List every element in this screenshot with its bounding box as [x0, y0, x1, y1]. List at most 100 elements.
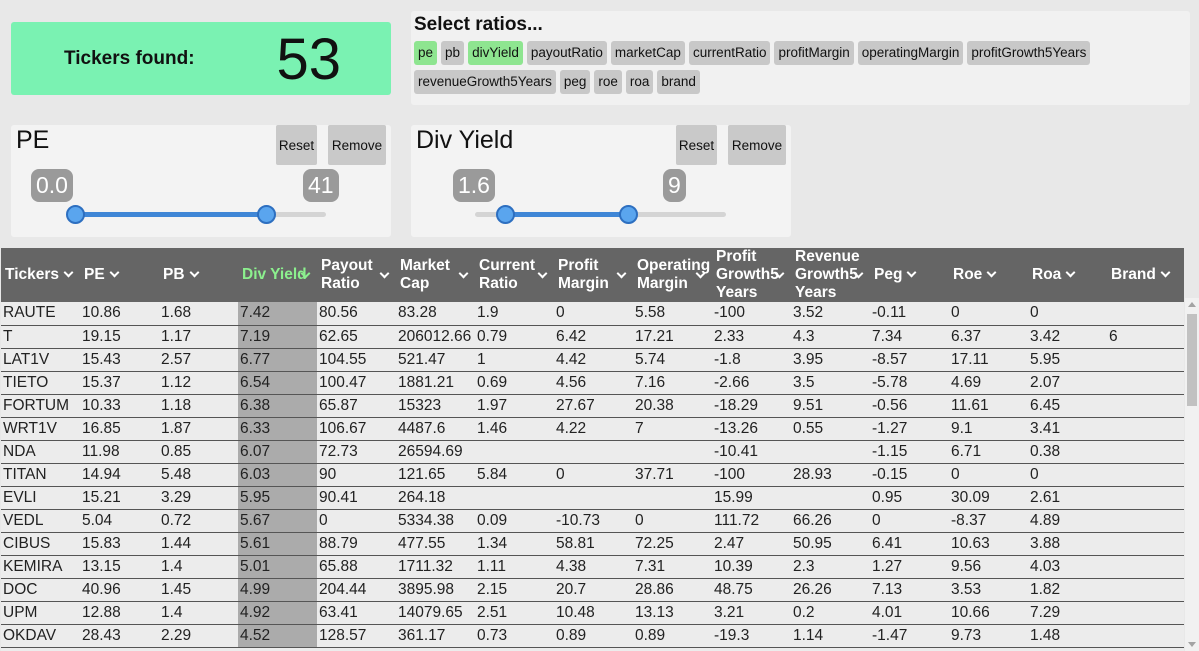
ratio-chip-profitGrowth5Years[interactable]: profitGrowth5Years — [967, 41, 1091, 65]
filter-card-pe: PE Reset Remove 0.0 41 — [11, 125, 391, 237]
table-cell: 6.54 — [238, 371, 317, 395]
ratio-chip-operatingMargin[interactable]: operatingMargin — [857, 41, 964, 65]
table-cell: -13.26 — [712, 417, 791, 441]
ratio-chip-profitMargin[interactable]: profitMargin — [774, 41, 854, 65]
ratio-chip-divYield[interactable]: divYield — [468, 41, 523, 65]
table-cell: 5334.38 — [396, 509, 475, 533]
table-cell: 1.82 — [1028, 578, 1107, 602]
table-row[interactable]: TITAN 14.94 5.48 6.03 90 121.65 5.84 0 37.71 -100… — [1, 463, 1184, 487]
table-cell: 3.53 — [949, 578, 1028, 602]
scroll-down-arrow-icon[interactable] — [1188, 642, 1196, 647]
table-row[interactable]: EVLI 15.21 3.29 5.95 90.41 264.18 15.99 0.95 30.… — [1, 486, 1184, 510]
column-header-payout-ratio[interactable]: Payout Ratio — [317, 248, 396, 302]
slider-min-handle[interactable] — [496, 205, 516, 224]
ticker-cell: UPM — [1, 601, 80, 625]
column-header-revenue-growth5-years[interactable]: Revenue Growth5 Years — [791, 248, 870, 302]
table-cell — [1107, 302, 1184, 326]
table-cell: 27.67 — [554, 394, 633, 418]
ratio-chip-marketCap[interactable]: marketCap — [610, 41, 685, 65]
column-header-current-ratio[interactable]: Current Ratio — [475, 248, 554, 302]
table-cell: 1.9 — [475, 302, 554, 326]
ratio-chip-payoutRatio[interactable]: payoutRatio — [526, 41, 607, 65]
table-row[interactable]: OKDAV 28.43 2.29 4.52 128.57 361.17 0.73 0.89 0.… — [1, 624, 1184, 648]
table-row[interactable]: UPM 12.88 1.4 4.92 63.41 14079.65 2.51 10.48 13.… — [1, 601, 1184, 625]
table-cell: 17.11 — [949, 348, 1028, 372]
ratio-chip-roe[interactable]: roe — [594, 70, 622, 94]
column-header-peg[interactable]: Peg — [870, 248, 949, 302]
max-value-badge: 41 — [303, 169, 339, 202]
table-cell: -10.41 — [712, 440, 791, 464]
slider-min-handle[interactable] — [66, 205, 85, 224]
table-cell: 1.12 — [159, 371, 238, 395]
table-cell: 6.77 — [238, 348, 317, 372]
scrollbar-thumb[interactable] — [1187, 314, 1197, 406]
remove-button[interactable]: Remove — [328, 125, 386, 165]
chevron-down-icon — [63, 267, 74, 278]
column-header-profit-growth5-years[interactable]: Profit Growth5 Years — [712, 248, 791, 302]
table-row[interactable]: TIETO 15.37 1.12 6.54 100.47 1881.21 0.69 4.56 7… — [1, 371, 1184, 395]
ratio-chip-pb[interactable]: pb — [441, 41, 465, 65]
table-cell: -0.56 — [870, 394, 949, 418]
column-header-roa[interactable]: Roa — [1028, 248, 1107, 302]
column-header-tickers[interactable]: Tickers — [1, 248, 80, 302]
column-header-div-yield[interactable]: Div Yield — [238, 248, 317, 302]
table-cell: 0.89 — [633, 624, 712, 648]
table-cell: -0.15 — [870, 463, 949, 487]
table-row[interactable]: FORTUM 10.33 1.18 6.38 65.87 15323 1.97 27.67 20… — [1, 394, 1184, 418]
column-header-pb[interactable]: PB — [159, 248, 238, 302]
table-row[interactable]: VEDL 5.04 0.72 5.67 0 5334.38 0.09 -10.73 0 111.7… — [1, 509, 1184, 533]
table-cell: 4.03 — [1028, 555, 1107, 579]
table-cell: -2.66 — [712, 371, 791, 395]
table-cell: 1.48 — [1028, 624, 1107, 648]
table-cell: 0.72 — [159, 509, 238, 533]
table-cell: 7 — [633, 417, 712, 441]
ratio-chip-revenueGrowth5Years[interactable]: revenueGrowth5Years — [414, 70, 556, 94]
table-cell: -10.73 — [554, 509, 633, 533]
table-cell: 16.85 — [80, 417, 159, 441]
table-row[interactable]: CIBUS 15.83 1.44 5.61 88.79 477.55 1.34 58.81 72… — [1, 532, 1184, 556]
table-row[interactable]: T 19.15 1.17 7.19 62.65 206012.66 0.79 6.42 17.2… — [1, 325, 1184, 349]
ticker-cell: OKDAV — [1, 624, 80, 648]
table-cell: 0 — [949, 302, 1028, 326]
ratio-chip-brand[interactable]: brand — [657, 70, 700, 94]
table-cell: 11.98 — [80, 440, 159, 464]
chevron-down-icon — [986, 267, 997, 278]
reset-button[interactable]: Reset — [676, 125, 717, 165]
table-row[interactable]: RAUTE 10.86 1.68 7.42 80.56 83.28 1.9 0 5.58 -100… — [1, 302, 1184, 326]
ticker-cell: T — [1, 325, 80, 349]
table-cell: 0.79 — [475, 325, 554, 349]
table-row[interactable]: LAT1V 15.43 2.57 6.77 104.55 521.47 1 4.42 5.74-… — [1, 348, 1184, 372]
table-cell: 4.99 — [238, 578, 317, 602]
table-scrollbar[interactable] — [1185, 298, 1199, 651]
column-header-label: Peg — [874, 266, 903, 283]
min-value-badge: 0.0 — [31, 169, 73, 202]
table-cell: -1.27 — [870, 417, 949, 441]
table-cell: 0.38 — [1028, 440, 1107, 464]
remove-button[interactable]: Remove — [728, 125, 786, 165]
column-header-operating-margin[interactable]: Operating Margin — [633, 248, 712, 302]
table-row[interactable]: DOC 40.96 1.45 4.99 204.44 3895.98 2.15 20.7 28.… — [1, 578, 1184, 602]
table-row[interactable]: NDA 11.98 0.85 6.07 72.73 26594.69 -10.41 -1.15… — [1, 440, 1184, 464]
table-cell: 2.51 — [475, 601, 554, 625]
table-cell: 5.95 — [1028, 348, 1107, 372]
table-cell: 0 — [554, 463, 633, 487]
column-header-profit-margin[interactable]: Profit Margin — [554, 248, 633, 302]
slider-max-handle[interactable] — [256, 205, 276, 224]
scroll-up-arrow-icon[interactable] — [1188, 302, 1196, 307]
column-header-roe[interactable]: Roe — [949, 248, 1028, 302]
column-header-pe[interactable]: PE — [80, 248, 159, 302]
table-cell: 72.25 — [633, 532, 712, 556]
table-row[interactable]: WRT1V 16.85 1.87 6.33 106.67 4487.6 1.46 4.22 7-… — [1, 417, 1184, 441]
table-cell: 4487.6 — [396, 417, 475, 441]
table-cell: 15.43 — [80, 348, 159, 372]
column-header-brand[interactable]: Brand — [1107, 248, 1184, 302]
ratio-chip-roa[interactable]: roa — [625, 70, 654, 94]
table-row[interactable]: KEMIRA 13.15 1.4 5.01 65.88 1711.32 1.11 4.38 7.… — [1, 555, 1184, 579]
reset-button[interactable]: Reset — [276, 125, 317, 165]
slider-max-handle[interactable] — [619, 205, 639, 224]
ratio-chip-peg[interactable]: peg — [559, 70, 591, 94]
ratio-chip-pe[interactable]: pe — [414, 41, 438, 65]
ratio-chip-currentRatio[interactable]: currentRatio — [688, 41, 771, 65]
table-cell: 2.29 — [159, 624, 238, 648]
column-header-market-cap[interactable]: Market Cap — [396, 248, 475, 302]
